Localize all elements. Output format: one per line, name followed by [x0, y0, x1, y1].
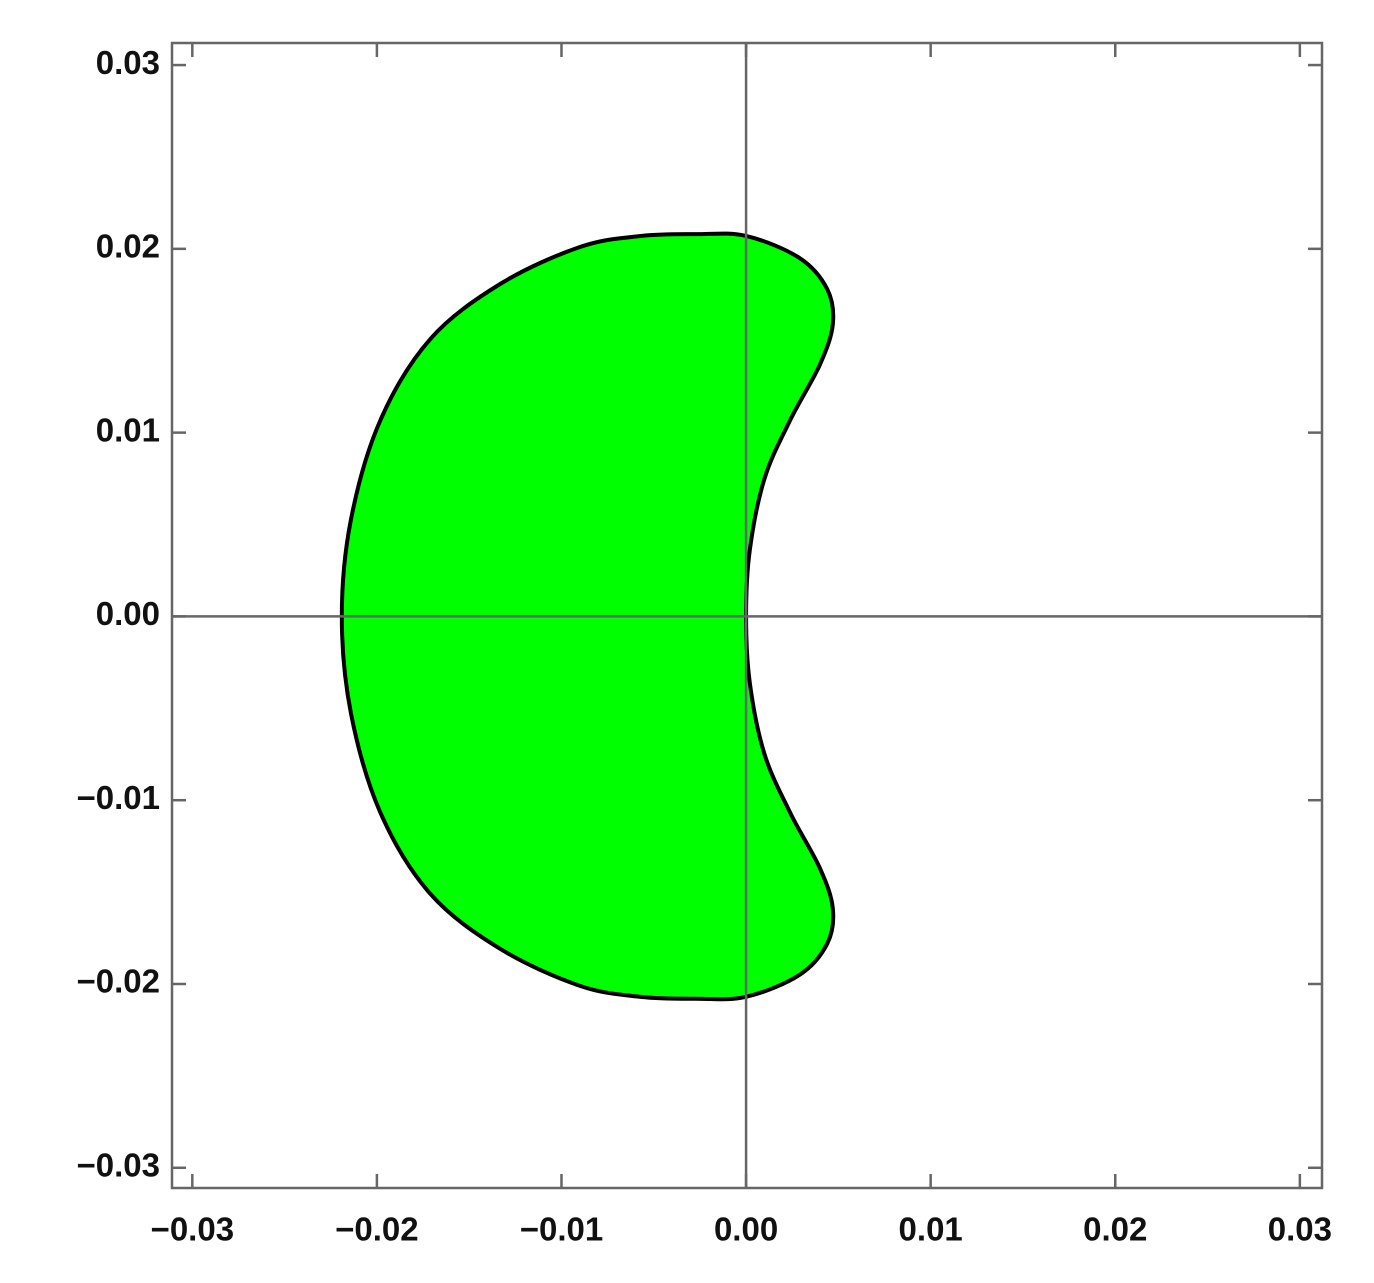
y-tick-label: −0.01 [77, 779, 161, 816]
x-tick-label: 0.03 [1268, 1211, 1332, 1248]
y-tick-label: 0.00 [96, 595, 160, 632]
y-tick-label: 0.03 [96, 44, 160, 81]
x-tick-label: −0.02 [335, 1211, 419, 1248]
y-tick-label: −0.02 [77, 963, 161, 1000]
x-tick-label: 0.01 [899, 1211, 963, 1248]
x-tick-label: −0.03 [151, 1211, 235, 1248]
x-tick-label: −0.01 [520, 1211, 604, 1248]
y-tick-label: 0.01 [96, 411, 160, 448]
x-tick-label: 0.00 [714, 1211, 778, 1248]
y-tick-label: −0.03 [77, 1147, 161, 1184]
y-tick-label: 0.02 [96, 228, 160, 265]
x-tick-label: 0.02 [1083, 1211, 1147, 1248]
